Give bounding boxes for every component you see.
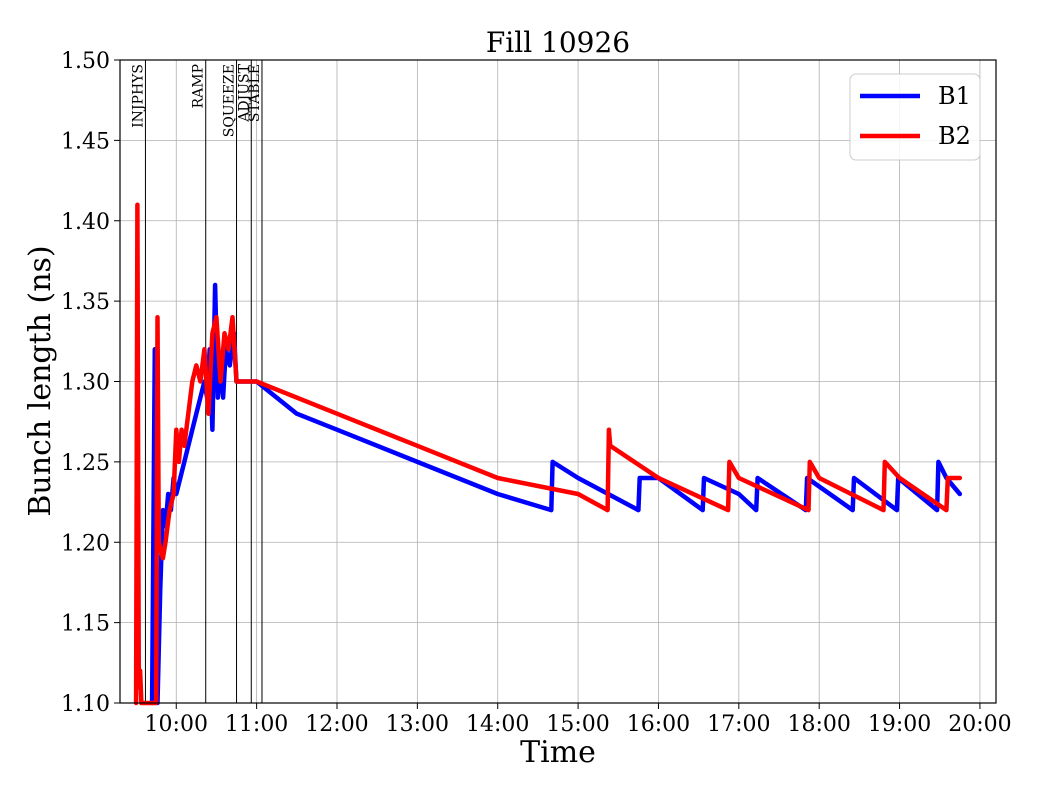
x-tick-label: 17:00: [707, 712, 770, 737]
y-axis-label: Bunch length (ns): [23, 245, 58, 516]
y-tick-label: 1.40: [61, 210, 110, 235]
x-tick-label: 14:00: [466, 712, 529, 737]
phase-label: SQUEEZE: [222, 64, 238, 137]
y-tick-label: 1.45: [61, 129, 110, 154]
x-tick-label: 16:00: [627, 712, 690, 737]
y-axis: 1.10 1.15 1.20 1.25 1.30 1.35 1.40 1.45 1.50: [61, 49, 120, 717]
x-tick-label: 20:00: [948, 712, 1011, 737]
x-tick-label: 19:00: [868, 712, 931, 737]
y-tick-label: 1.50: [61, 49, 110, 74]
chart-title: Fill 10926: [486, 26, 630, 59]
y-tick-label: 1.10: [61, 692, 110, 717]
phase-label: INJPHYS: [130, 64, 146, 128]
x-tick-label: 12:00: [305, 712, 368, 737]
x-tick-label: 10:00: [145, 712, 208, 737]
legend-label: B2: [938, 122, 971, 150]
legend-label: B1: [938, 82, 971, 110]
y-tick-label: 1.20: [61, 531, 110, 556]
x-axis-label: Time: [520, 735, 596, 770]
phase-label: RAMP: [191, 64, 207, 108]
series-lines: [133, 202, 963, 706]
y-tick-label: 1.35: [61, 290, 110, 315]
y-tick-label: 1.15: [61, 612, 110, 637]
x-axis: 10:00 11:00 12:00 13:00 14:00 15:00 16:00 17:00…: [145, 703, 1012, 737]
series-line-b1: [149, 282, 963, 706]
x-tick-label: 11:00: [225, 712, 288, 737]
x-tick-label: 18:00: [787, 712, 850, 737]
series-line-b2: [133, 202, 963, 706]
y-tick-label: 1.30: [61, 371, 110, 396]
phase-label: ADJUST: [236, 63, 252, 122]
x-tick-label: 15:00: [546, 712, 609, 737]
phase-label: STABLE: [247, 64, 263, 122]
y-tick-label: 1.25: [61, 451, 110, 476]
x-tick-label: 13:00: [386, 712, 449, 737]
